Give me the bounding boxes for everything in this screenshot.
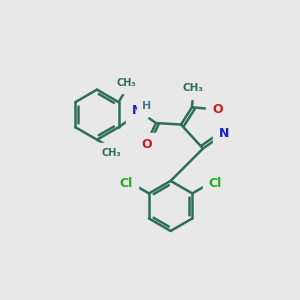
Text: Cl: Cl — [120, 177, 133, 190]
Text: CH₃: CH₃ — [183, 83, 204, 93]
Text: Cl: Cl — [208, 177, 222, 190]
Text: H: H — [142, 100, 152, 111]
Text: O: O — [212, 103, 223, 116]
Text: CH₃: CH₃ — [117, 78, 136, 88]
Text: N: N — [219, 128, 229, 140]
Text: CH₃: CH₃ — [101, 148, 121, 158]
Text: O: O — [142, 138, 152, 152]
Text: N: N — [132, 104, 142, 117]
